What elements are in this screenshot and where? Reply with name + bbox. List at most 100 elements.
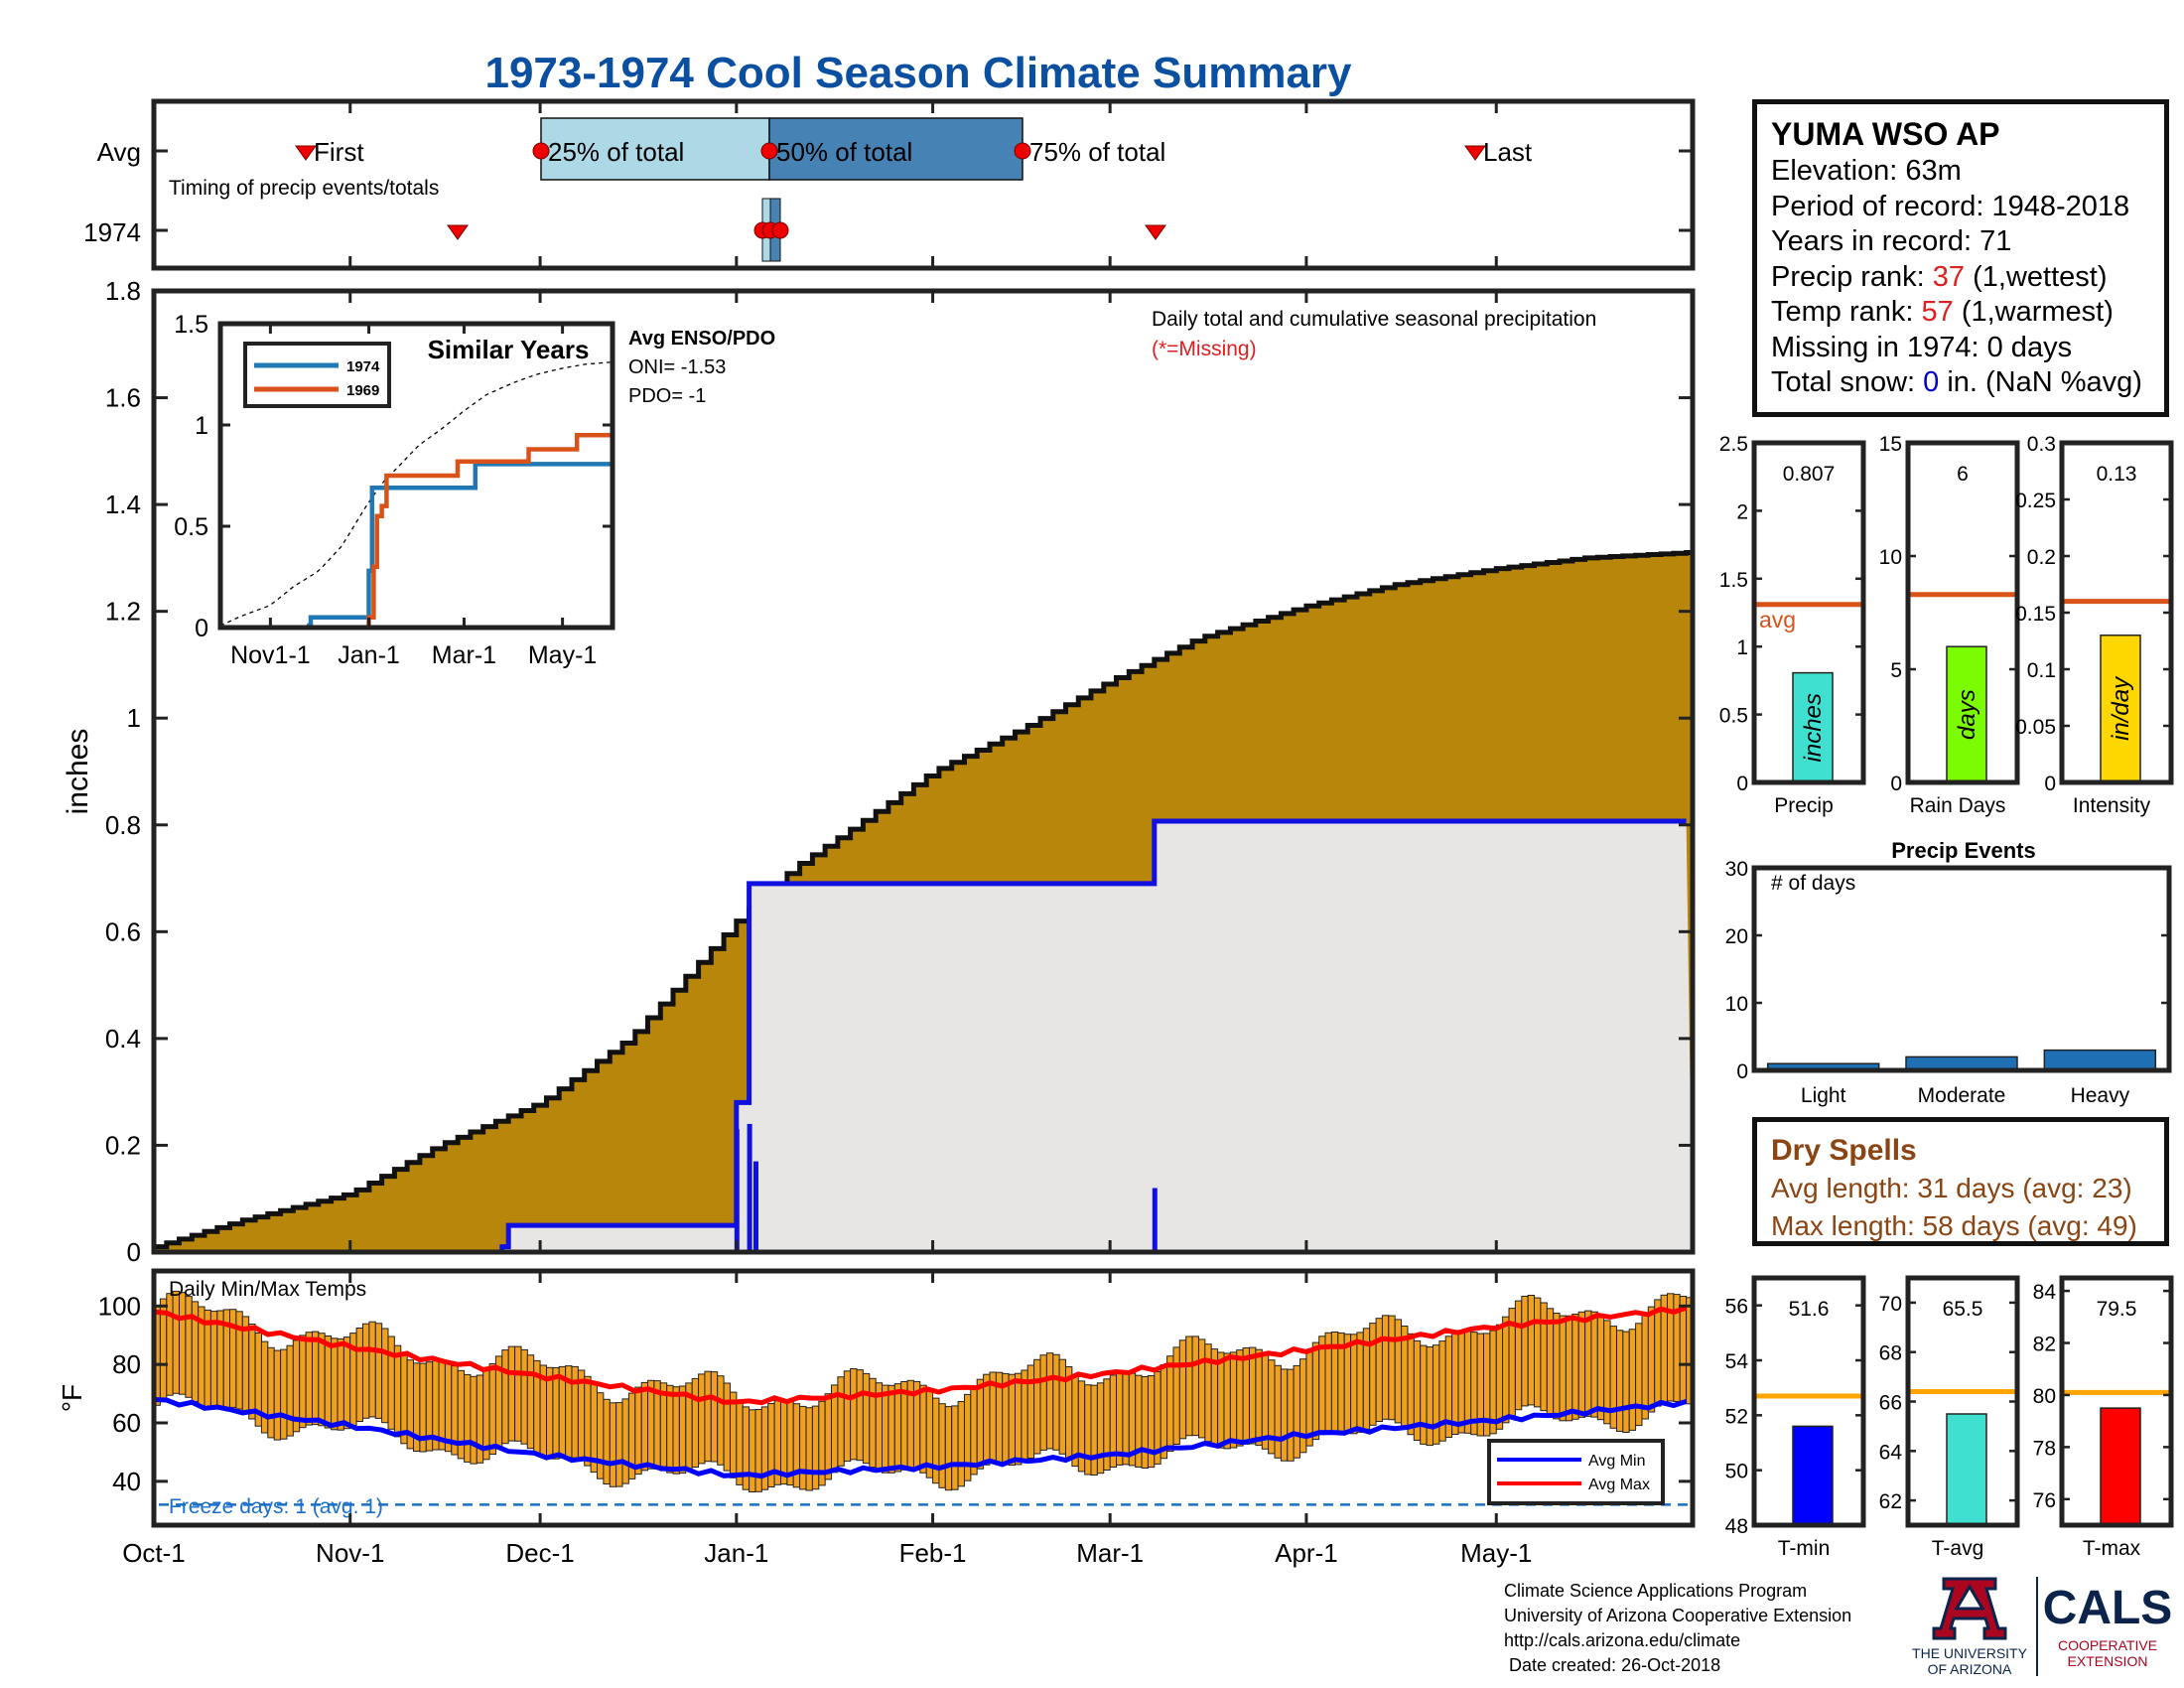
month-label: Mar-1 xyxy=(1076,1538,1144,1568)
main-ylabel: inches xyxy=(62,729,94,815)
daily-temp-bar xyxy=(964,1393,972,1481)
daily-temp-bar xyxy=(704,1370,712,1463)
timing-q25-q50-box xyxy=(540,117,770,181)
temp-ytick-label: 40 xyxy=(112,1467,141,1496)
daily-temp-bar xyxy=(754,1409,762,1492)
timing-panel: Avg 1974 Timing of precip events/totals … xyxy=(83,98,1696,271)
daily-temp-bar xyxy=(1084,1384,1092,1476)
daily-temp-bar xyxy=(552,1367,560,1460)
freeze-label: Freeze days: 1 (avg. 1) xyxy=(169,1495,383,1518)
month-label: Jan-1 xyxy=(704,1538,768,1568)
panel-ytick-label: 82 xyxy=(2033,1334,2056,1356)
daily-temp-bar xyxy=(1160,1364,1168,1460)
daily-temp-bar xyxy=(286,1344,294,1437)
daily-temp-bar xyxy=(634,1386,642,1476)
daily-temp-bar xyxy=(850,1368,858,1461)
cals-logo: CALS COOPERATIVE EXTENSION xyxy=(2043,1582,2173,1669)
main-annotation: Daily total and cumulative seasonal prec… xyxy=(1152,308,1596,331)
daily-temp-bar xyxy=(1242,1347,1250,1445)
events-ytick-label: 30 xyxy=(1725,858,1748,881)
similar-legend xyxy=(243,342,391,408)
panel-ytick-label: 0.2 xyxy=(2027,546,2056,569)
precip-rank-line: Precip rank: 37 (1,wettest) xyxy=(1771,260,2108,293)
oni-value: ONI= -1.53 xyxy=(628,356,726,378)
q50-marker xyxy=(760,142,778,160)
daily-temp-bar xyxy=(172,1290,180,1394)
daily-temp-bar xyxy=(1502,1316,1510,1424)
daily-temp-bar xyxy=(843,1370,852,1463)
events-ytick-label: 20 xyxy=(1725,925,1748,948)
panel-ytick-label: 84 xyxy=(2033,1281,2057,1304)
precip-summary-panels: inches 0 0.5 1 1.5 2 2.5 0.807 Precip days 0 5 10 15 6… xyxy=(1719,433,2174,817)
panel-ytick-label: 56 xyxy=(1725,1296,1748,1319)
daily-temp-bar xyxy=(1166,1355,1174,1453)
daily-temp-bar xyxy=(1178,1339,1187,1440)
daily-temp-bar xyxy=(1565,1315,1573,1422)
event-bar xyxy=(2043,1049,2157,1071)
panel-ytick-label: 0.3 xyxy=(2027,433,2056,456)
month-label: Feb-1 xyxy=(899,1538,967,1568)
panel-ytick-label: 0.1 xyxy=(2027,659,2056,682)
temp-ylabel: °F xyxy=(57,1384,87,1412)
main-ytick-label: 1.4 xyxy=(105,490,141,519)
precip-events-panel: Precip Events Light Moderate Heavy0102030 … xyxy=(1725,838,2172,1107)
daily-temp-bar xyxy=(1647,1306,1656,1413)
daily-temp-bar xyxy=(1223,1352,1231,1450)
daily-temp-bar xyxy=(1008,1373,1016,1467)
daily-temp-bar xyxy=(387,1336,395,1430)
daily-temp-bar xyxy=(464,1373,472,1463)
panel-frame xyxy=(2059,1275,2174,1528)
cals-logo-sub2: EXTENSION xyxy=(2068,1653,2148,1669)
bar-unit-label: in/day xyxy=(2108,675,2134,741)
q75-1974-marker xyxy=(771,221,789,239)
daily-temp-bar xyxy=(603,1398,611,1485)
daily-temp-bar xyxy=(1293,1364,1300,1459)
month-label: Nov-1 xyxy=(316,1538,384,1568)
daily-temp-bar xyxy=(1229,1351,1238,1449)
legend-avg-min: Avg Min xyxy=(1588,1453,1646,1470)
daily-temp-bar xyxy=(1553,1313,1561,1420)
timing-frame xyxy=(151,98,1696,271)
daily-temp-bar xyxy=(1261,1353,1270,1450)
daily-temp-bar xyxy=(1015,1372,1023,1466)
daily-temp-bar xyxy=(1401,1326,1409,1429)
last-marker xyxy=(1464,145,1486,161)
temp-summary-panels: 48 50 52 54 56 51.6 T-min 62 64 66 68 70 65.5 T-avg 76… xyxy=(1725,1275,2174,1560)
daily-temp-bar xyxy=(1489,1330,1497,1435)
daily-temp-bar xyxy=(381,1328,389,1424)
event-category-label: Heavy xyxy=(2071,1084,2130,1107)
daily-temp-bar xyxy=(1616,1330,1624,1433)
daily-temp-bar xyxy=(507,1345,516,1442)
daily-temp-bar xyxy=(811,1405,820,1490)
daily-temp-bar xyxy=(1457,1330,1465,1434)
daily-temp-bar xyxy=(749,1409,756,1493)
daily-temp-bar xyxy=(374,1323,383,1419)
temp-ytick-label: 60 xyxy=(112,1408,141,1438)
pdo-value: PDO= -1 xyxy=(628,385,706,407)
dry-avg-length: Avg length: 31 days (avg: 23) xyxy=(1771,1173,2132,1203)
daily-temp-bar xyxy=(824,1393,832,1480)
panel-ytick-label: 0.25 xyxy=(2015,490,2056,512)
daily-temp-bar xyxy=(970,1385,978,1476)
daily-temp-bar xyxy=(337,1337,344,1431)
similar-ytick-label: 1.5 xyxy=(174,311,208,339)
daily-temp-bar xyxy=(438,1359,446,1451)
main-ytick-label: 0 xyxy=(127,1237,141,1267)
panel-frame xyxy=(1905,440,2020,785)
daily-temp-bar xyxy=(1217,1351,1225,1449)
panel-ytick-label: 2.5 xyxy=(1719,433,1748,456)
daily-temp-bar xyxy=(185,1296,193,1398)
timing-row-1974: 1974 xyxy=(83,217,141,247)
daily-temp-bar xyxy=(1141,1376,1149,1469)
similar-xtick-label: Jan-1 xyxy=(338,641,400,669)
similar-1969-line xyxy=(220,432,612,631)
daily-temp-bar xyxy=(837,1376,845,1467)
panel-ytick-label: 68 xyxy=(1879,1342,1902,1365)
footer-line2: University of Arizona Cooperative Extens… xyxy=(1504,1606,1852,1625)
timing-caption: Timing of precip events/totals xyxy=(169,177,439,200)
daily-temp-bar xyxy=(1426,1346,1433,1447)
daily-temp-bar xyxy=(597,1392,605,1479)
daily-temp-bar xyxy=(609,1402,617,1487)
daily-temp-bar xyxy=(1628,1329,1637,1431)
daily-temp-bar xyxy=(730,1391,738,1478)
